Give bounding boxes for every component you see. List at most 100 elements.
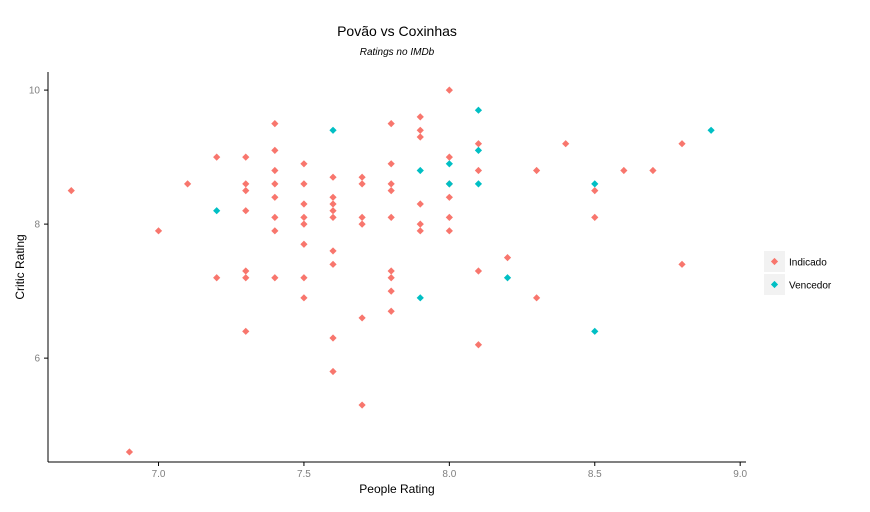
point-indicado (242, 274, 250, 282)
point-indicado (387, 180, 395, 188)
point-indicado (329, 334, 337, 342)
point-indicado (242, 187, 250, 195)
point-indicado (329, 247, 337, 255)
point-indicado (271, 119, 279, 128)
point-vencedor (474, 146, 483, 155)
point-indicado (329, 213, 337, 222)
point-indicado (242, 327, 250, 335)
point-vencedor (591, 180, 599, 188)
point-indicado (474, 140, 483, 148)
point-indicado (387, 267, 395, 275)
point-indicado (213, 274, 221, 282)
point-indicado (416, 200, 424, 208)
legend: Indicado Vencedor (764, 251, 832, 295)
x-tick-label: 9.0 (733, 469, 747, 480)
point-indicado (329, 173, 337, 181)
y-axis-ticks: 6 8 10 (29, 86, 48, 365)
point-indicado (387, 160, 395, 168)
point-indicado (154, 227, 163, 235)
point-indicado (445, 86, 453, 94)
point-indicado (503, 254, 512, 262)
x-axis-ticks: 7.0 7.5 8.0 8.5 9.0 (152, 462, 748, 480)
point-indicado (533, 166, 541, 175)
point-indicado (329, 207, 337, 215)
point-indicado (387, 213, 395, 222)
point-indicado (300, 274, 308, 282)
point-vencedor (416, 294, 424, 302)
point-indicado (445, 213, 453, 222)
point-indicado (358, 213, 366, 222)
point-indicado (271, 166, 279, 175)
legend-label-vencedor: Vencedor (789, 281, 832, 292)
point-indicado (300, 294, 308, 302)
point-vencedor (213, 207, 221, 215)
point-indicado (125, 448, 134, 456)
point-indicado (591, 187, 599, 195)
point-indicado (416, 220, 424, 228)
point-vencedor (474, 180, 483, 188)
point-indicado (271, 213, 279, 222)
chart-subtitle: Ratings no IMDb (360, 47, 435, 58)
point-indicado (271, 227, 279, 235)
point-indicado (416, 133, 424, 141)
point-indicado (358, 173, 366, 181)
point-indicado (300, 200, 308, 208)
point-vencedor (474, 106, 483, 114)
x-tick-label: 8.5 (588, 469, 602, 480)
point-indicado (445, 153, 453, 161)
y-tick-label: 6 (34, 354, 40, 365)
point-indicado (416, 113, 424, 121)
point-vencedor (445, 160, 453, 168)
point-indicado (271, 193, 279, 201)
point-indicado (67, 187, 75, 195)
point-indicado (358, 401, 366, 409)
x-tick-label: 7.0 (152, 469, 166, 480)
point-indicado (562, 140, 570, 148)
point-indicado (678, 260, 686, 268)
point-vencedor (503, 274, 512, 282)
points-layer (67, 86, 715, 456)
point-indicado (300, 160, 308, 168)
legend-marker-vencedor (770, 280, 779, 289)
point-indicado (242, 153, 250, 161)
y-axis-title: Critic Rating (13, 234, 27, 299)
x-tick-label: 7.5 (297, 469, 311, 480)
point-indicado (329, 367, 337, 376)
point-indicado (300, 213, 308, 222)
point-indicado (533, 294, 541, 302)
point-indicado (591, 213, 599, 222)
point-indicado (474, 166, 483, 175)
point-indicado (358, 180, 366, 188)
point-indicado (213, 153, 221, 161)
point-indicado (300, 180, 308, 188)
point-indicado (300, 240, 308, 248)
point-indicado (678, 140, 686, 148)
y-tick-label: 8 (34, 220, 40, 231)
point-indicado (474, 267, 483, 275)
point-indicado (271, 146, 279, 155)
legend-label-indicado: Indicado (789, 258, 827, 269)
point-indicado (358, 220, 366, 228)
point-indicado (416, 227, 424, 235)
point-indicado (445, 227, 453, 235)
point-vencedor (445, 180, 453, 188)
point-indicado (271, 274, 279, 282)
point-indicado (242, 180, 250, 188)
point-vencedor (416, 166, 424, 175)
chart-title: Povão vs Coxinhas (337, 23, 457, 39)
point-indicado (474, 341, 483, 349)
point-indicado (358, 314, 366, 322)
point-indicado (416, 126, 424, 134)
point-indicado (620, 166, 628, 175)
legend-marker-indicado (770, 257, 779, 266)
point-indicado (387, 274, 395, 282)
point-indicado (184, 180, 192, 188)
point-indicado (649, 166, 657, 175)
point-indicado (387, 287, 395, 295)
point-indicado (387, 187, 395, 195)
x-axis-title: People Rating (359, 482, 434, 496)
point-indicado (271, 180, 279, 188)
point-indicado (300, 220, 308, 228)
